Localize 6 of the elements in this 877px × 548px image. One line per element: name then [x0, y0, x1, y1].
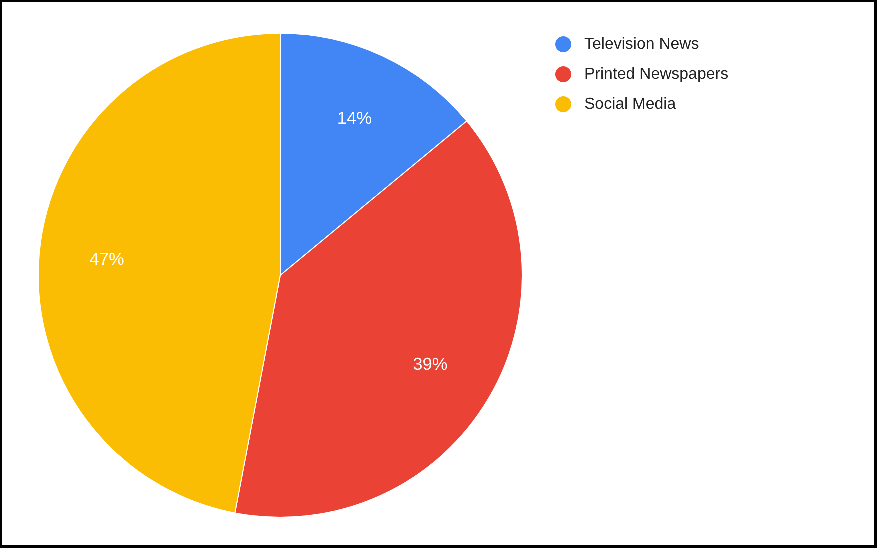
legend-label: Social Media — [584, 96, 676, 113]
data-label: 47% — [90, 249, 124, 270]
data-label: 39% — [413, 354, 448, 374]
legend-label: Printed Newspapers — [584, 66, 729, 83]
legend-label: Television News — [584, 36, 700, 53]
data-label: 14% — [337, 108, 372, 128]
